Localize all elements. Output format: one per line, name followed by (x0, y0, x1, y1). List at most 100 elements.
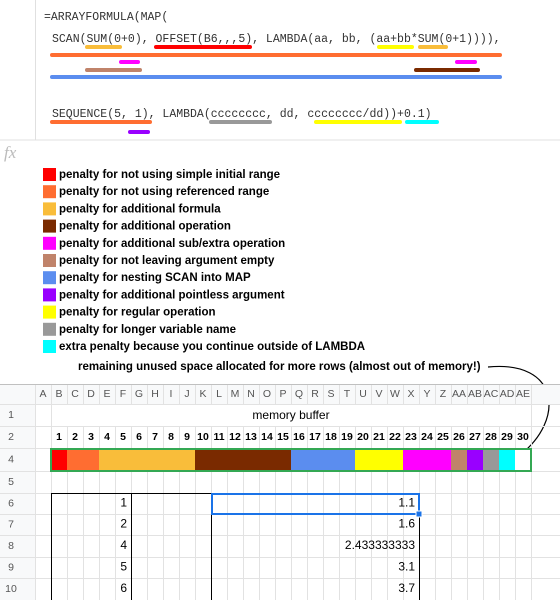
buffer-cell (67, 448, 83, 471)
cell-value: 1 (120, 496, 127, 510)
buffer-cell (291, 448, 307, 471)
legend-swatch (43, 288, 56, 302)
column-header: A (39, 388, 46, 400)
buffer-border (50, 448, 532, 472)
row-header: 2 (8, 431, 14, 443)
buffer-cell (371, 448, 387, 471)
legend-swatch (43, 202, 56, 216)
buffer-cell (115, 448, 131, 471)
buffer-index: 29 (501, 431, 513, 443)
buffer-cell (467, 448, 483, 471)
buffer-index: 5 (120, 431, 126, 443)
buffer-index: 9 (184, 431, 190, 443)
row-header: 6 (8, 497, 14, 509)
row-header: 4 (8, 453, 14, 465)
column-header: AE (516, 388, 530, 400)
buffer-cell (515, 448, 531, 471)
legend-swatch (43, 254, 56, 267)
buffer-index: 10 (197, 431, 209, 443)
buffer-cell (483, 448, 499, 471)
buffer-index: 7 (152, 431, 158, 443)
buffer-index: 17 (309, 431, 321, 443)
buffer-index: 20 (357, 431, 369, 443)
buffer-index: 18 (325, 431, 337, 443)
buffer-index: 16 (293, 431, 305, 443)
row-header: 7 (8, 518, 14, 530)
column-header: AD (500, 388, 515, 400)
buffer-cell (211, 448, 227, 471)
column-header: V (375, 388, 382, 400)
buffer-index: 13 (245, 431, 257, 443)
buffer-cell (387, 448, 403, 471)
column-header: N (247, 388, 255, 400)
formula-line: =ARRAYFORMULA(MAP( (44, 11, 168, 24)
legend-label: penalty for additional operation (59, 221, 231, 233)
column-header: Q (295, 388, 303, 400)
row-header-bg (0, 384, 35, 600)
annotation: remaining unused space allocated for mor… (78, 361, 481, 373)
legend-label: penalty for not leaving argument empty (59, 255, 275, 267)
buffer-cell (243, 448, 259, 471)
column-header: H (151, 388, 159, 400)
column-header: B (55, 388, 62, 400)
buffer-cell (163, 448, 179, 471)
column-header: O (263, 388, 271, 400)
cell-value: 3.7 (398, 581, 415, 595)
cell-value: 2.433333333 (345, 538, 415, 552)
column-header: K (199, 388, 206, 400)
formula-line: SEQUENCE(5, 1), LAMBDA(cccccccc, dd, ccc… (52, 108, 432, 121)
buffer-index: 2 (72, 431, 78, 443)
column-header: Y (423, 388, 430, 400)
legend-swatch (43, 271, 56, 285)
buffer-index: 11 (213, 431, 224, 443)
fill-handle (415, 510, 423, 518)
row-header: 10 (5, 583, 17, 595)
legend-swatch (43, 322, 56, 336)
row-header: 1 (8, 409, 14, 421)
buffer-cell (499, 448, 515, 471)
buffer-index: 6 (136, 431, 142, 443)
column-header: X (407, 388, 414, 400)
legend-swatch (43, 168, 56, 181)
buffer-index: 21 (373, 431, 385, 443)
column-header: F (120, 388, 126, 400)
column-header: T (344, 388, 351, 400)
legend-label: extra penalty because you continue outsi… (59, 341, 365, 353)
buffer-index: 25 (437, 431, 449, 443)
legend-swatch (43, 236, 56, 250)
buffer-cell (451, 448, 467, 471)
column-header: J (184, 388, 189, 400)
column-header: AC (484, 388, 499, 400)
column-header: L (216, 388, 222, 400)
buffer-index: 14 (261, 431, 273, 443)
cell-value: 5 (120, 560, 127, 574)
column-header: G (135, 388, 143, 400)
column-header: Z (440, 388, 447, 400)
legend-label: penalty for additional pointless argumen… (59, 289, 285, 301)
buffer-index: 30 (517, 431, 529, 443)
buffer-cell (355, 448, 371, 471)
buffer-cell (179, 448, 195, 471)
cell-value: 2 (120, 517, 127, 531)
column-header: D (87, 388, 95, 400)
buffer-cell (131, 448, 147, 471)
column-header: I (170, 388, 173, 400)
legend-swatch (43, 185, 56, 199)
buffer-cell (435, 448, 451, 471)
buffer-index: 27 (469, 431, 481, 443)
cell-value: 1.6 (398, 517, 415, 531)
formula-line: SCAN(SUM(0+0), OFFSET(B6,,,5), LAMBDA(aa… (52, 33, 501, 46)
buffer-cell (227, 448, 243, 471)
legend-swatch (43, 219, 56, 233)
buffer-cell (307, 448, 323, 471)
column-header: S (327, 388, 334, 400)
cell-value: 1.1 (398, 496, 415, 510)
buffer-index: 28 (485, 431, 497, 443)
buffer-cell (99, 448, 115, 471)
column-header: C (71, 388, 79, 400)
legend-label: penalty for not using simple initial ran… (59, 169, 280, 181)
column-header: M (231, 388, 240, 400)
buffer-index: 1 (56, 431, 62, 443)
column-header: AA (452, 388, 466, 400)
